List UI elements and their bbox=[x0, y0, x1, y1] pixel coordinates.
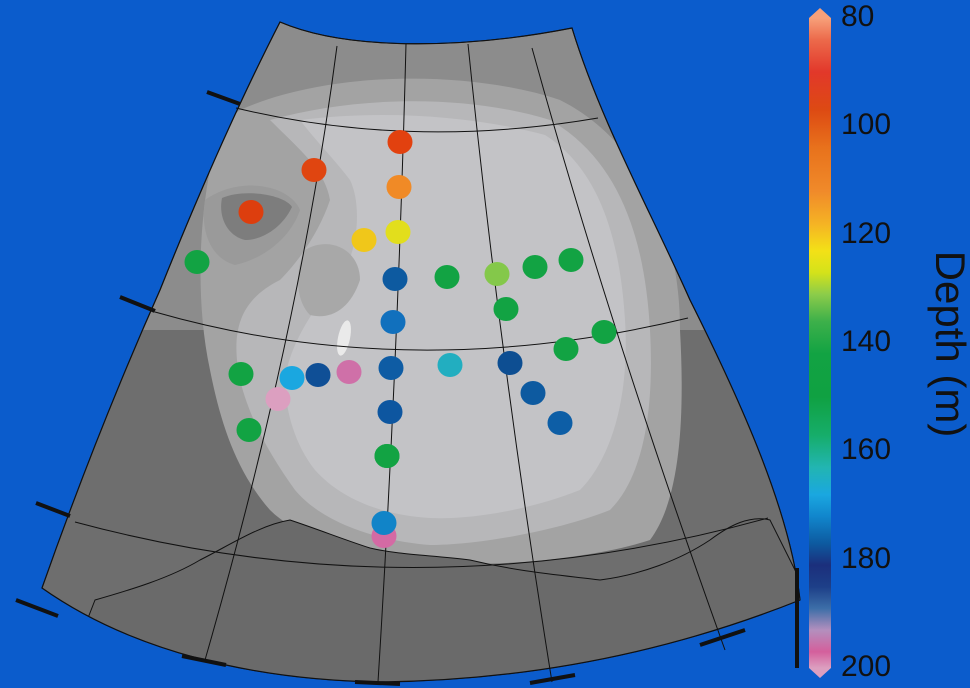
station-marker bbox=[547, 411, 573, 435]
station-marker bbox=[553, 337, 579, 361]
station-marker bbox=[382, 267, 408, 291]
station-marker bbox=[387, 130, 413, 154]
map-sector bbox=[41, 21, 801, 683]
station-marker bbox=[238, 200, 264, 224]
frame-ticks bbox=[15, 90, 799, 686]
frame-tick bbox=[206, 90, 241, 106]
parallel-line bbox=[74, 517, 769, 569]
colorbar-bottom-cap bbox=[809, 668, 831, 678]
colorbar-tick-label: 120 bbox=[841, 216, 892, 250]
colorbar-tick-label: 180 bbox=[841, 541, 892, 575]
station-marker bbox=[493, 297, 519, 321]
station-marker bbox=[437, 353, 463, 377]
map-frame bbox=[41, 21, 801, 683]
station-layer bbox=[184, 130, 617, 548]
parallel-line bbox=[235, 107, 599, 133]
station-marker bbox=[305, 363, 331, 387]
meridian-line bbox=[531, 47, 726, 651]
station-marker bbox=[497, 351, 523, 375]
station-marker bbox=[301, 158, 327, 182]
station-marker bbox=[380, 310, 406, 334]
station-marker bbox=[371, 511, 397, 535]
station-marker bbox=[385, 220, 411, 244]
station-marker bbox=[351, 228, 377, 252]
colorbar-tick-label: 200 bbox=[841, 650, 892, 683]
frame-tick bbox=[181, 654, 227, 667]
meridian-line bbox=[204, 45, 338, 661]
station-marker bbox=[520, 381, 546, 405]
colorbar bbox=[809, 8, 831, 678]
shelf-gully bbox=[298, 244, 360, 317]
station-marker bbox=[279, 366, 305, 390]
station-marker bbox=[374, 444, 400, 468]
station-marker bbox=[377, 400, 403, 424]
frame-tick bbox=[35, 501, 71, 518]
coastline-land bbox=[59, 518, 800, 682]
station-marker bbox=[558, 248, 584, 272]
colorbar-ramp bbox=[809, 18, 831, 668]
colorbar-label: Depth (m) bbox=[927, 250, 970, 438]
station-marker bbox=[265, 387, 291, 411]
colorbar-tick-label: 140 bbox=[841, 325, 892, 358]
station-marker bbox=[484, 262, 510, 286]
station-marker bbox=[591, 320, 617, 344]
station-marker bbox=[386, 175, 412, 199]
frame-tick bbox=[15, 598, 59, 618]
frame-tick bbox=[529, 673, 576, 685]
station-marker bbox=[336, 360, 362, 384]
colorbar-tick-label: 80 bbox=[841, 0, 875, 33]
frame-tick bbox=[119, 295, 156, 313]
station-marker bbox=[522, 255, 548, 279]
colorbar-tick-label: 100 bbox=[841, 108, 892, 142]
frame-tick bbox=[354, 680, 401, 686]
bathymetry-shading bbox=[42, 78, 800, 682]
station-marker bbox=[378, 356, 404, 380]
frame-tick bbox=[699, 628, 746, 647]
station-marker bbox=[228, 362, 254, 386]
colorbar-top-cap bbox=[809, 8, 831, 18]
colorbar-tick-label: 160 bbox=[841, 433, 892, 467]
station-marker bbox=[184, 250, 210, 274]
shelf-zone-core bbox=[285, 115, 626, 519]
station-marker bbox=[236, 418, 262, 442]
station-marker bbox=[434, 265, 460, 289]
